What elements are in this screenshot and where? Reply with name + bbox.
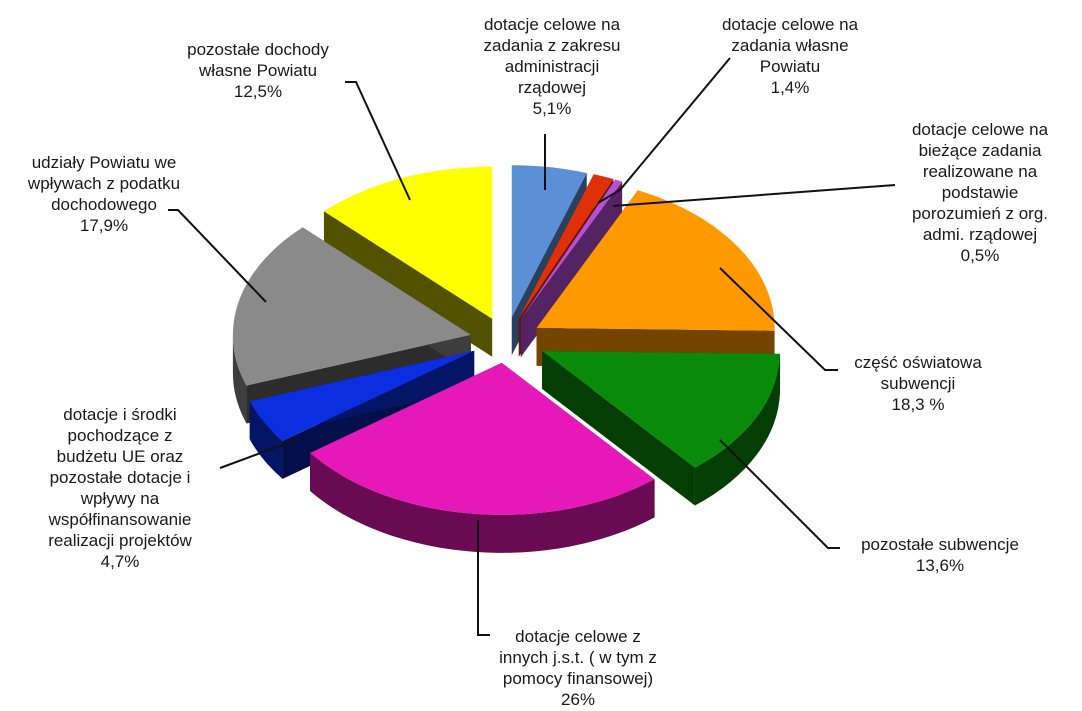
slice-label: realizacji projektów [48, 531, 192, 550]
slice-label: bieżące zadania [919, 141, 1042, 160]
slice-label: pomocy finansowej) [503, 669, 653, 688]
pie-slice [323, 166, 493, 319]
slice-label: realizowane na [923, 162, 1038, 181]
slice-side [249, 401, 283, 479]
pie-slice [542, 351, 781, 468]
slice-value-label: 13,6% [916, 556, 964, 575]
pie-slice [511, 165, 587, 318]
slice-label: dotacje celowe z [515, 627, 641, 646]
leader-line [612, 184, 896, 207]
slice-label: pozostałe dochody [187, 40, 329, 59]
slice-value-label: 17,9% [80, 216, 128, 235]
slice-label: budżetu UE oraz [57, 447, 184, 466]
leader-line [219, 439, 297, 469]
leader-line [597, 57, 731, 204]
slice-label: zadania z zakresu [483, 36, 620, 55]
slice-label: dotacje celowe na [722, 15, 859, 34]
slice-label: podstawie [942, 183, 1019, 202]
slice-side [694, 353, 781, 506]
leader-line [719, 267, 838, 371]
slice-wall [542, 351, 695, 506]
slice-label: administracji [505, 57, 599, 76]
slice-label: pozostałe dotacje i [50, 468, 191, 487]
slice-value-label: 1,4% [771, 78, 810, 97]
slice-label: część oświatowa [854, 353, 982, 372]
pie-slice [249, 350, 475, 441]
slice-label: dotacje i środki [63, 405, 176, 424]
slice-value-label: 12,5% [234, 82, 282, 101]
leader-line [345, 81, 411, 201]
slice-label: dotacje celowe na [912, 120, 1049, 139]
leader-line [168, 209, 267, 303]
slice-label: dochodowego [51, 195, 157, 214]
slice-label: subwencji [881, 374, 956, 393]
slice-value-label: 18,3 % [892, 395, 945, 414]
slice-side [232, 334, 247, 424]
slice-label: wpływy na [80, 489, 160, 508]
slice-label: zadania własne [731, 36, 848, 55]
slice-wall [323, 211, 493, 357]
pie-slice [310, 362, 655, 515]
slice-label: pozostałe subwencje [861, 535, 1019, 554]
pie-slice [536, 190, 775, 331]
pie-slice [232, 227, 471, 386]
slice-label: dotacje celowe na [484, 15, 621, 34]
leader-line [477, 520, 490, 636]
leader-lines [168, 57, 896, 636]
slice-label: rządowej [518, 78, 586, 97]
slice-label: Powiatu [760, 57, 820, 76]
leader-line [719, 439, 840, 549]
slice-label: admi. rządowej [923, 225, 1037, 244]
slice-side [310, 452, 655, 553]
slice-label: udziały Powiatu we [32, 153, 177, 172]
slice-label: wpływach z podatku [27, 174, 180, 193]
slice-label: innych j.s.t. ( w tym z [499, 648, 657, 667]
slice-value-label: 0,5% [961, 246, 1000, 265]
pie-slice [520, 179, 623, 320]
pie-slice [518, 174, 614, 319]
slice-value-label: 4,7% [101, 552, 140, 571]
slice-label: własne Powiatu [198, 61, 317, 80]
slice-labels: dotacje celowe na zadania z zakresu admini… [27, 15, 1049, 709]
slice-value-label: 5,1% [533, 99, 572, 118]
pie-tops [232, 165, 781, 515]
slice-label: współfinansowanie [48, 510, 192, 529]
slice-label: porozumień z org. [912, 204, 1048, 223]
slice-value-label: 26% [561, 690, 595, 709]
slice-label: pochodzące z [68, 426, 173, 445]
slice-wall [520, 181, 623, 358]
